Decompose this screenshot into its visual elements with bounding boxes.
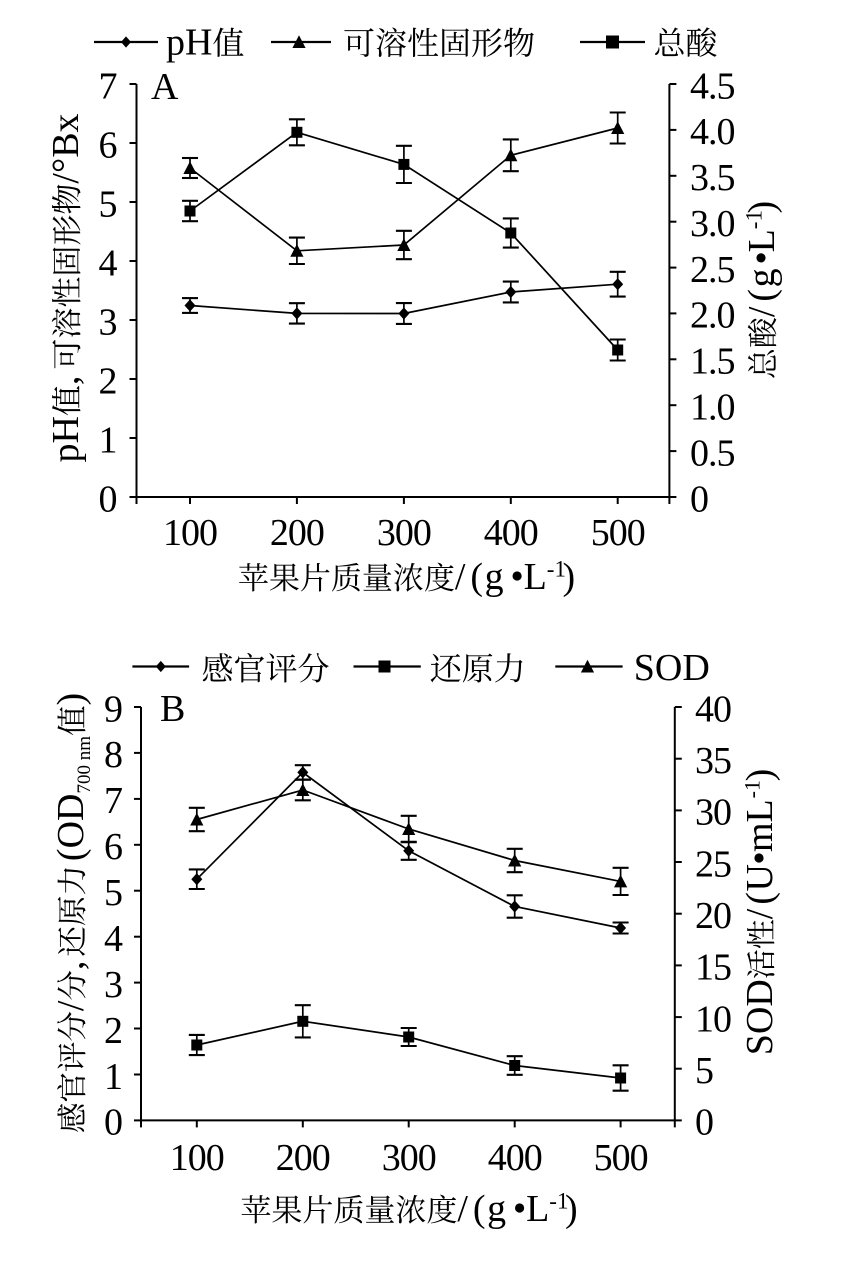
svg-text:-1: -1	[549, 1189, 568, 1214]
svg-text:5: 5	[695, 1050, 713, 1092]
svg-text:g: g	[487, 1188, 506, 1230]
svg-text:3: 3	[104, 964, 122, 1006]
svg-text:2: 2	[99, 360, 117, 402]
svg-text:4.0: 4.0	[690, 111, 735, 153]
svg-text:,: ,	[50, 961, 92, 971]
svg-text:mL: mL	[739, 799, 781, 852]
svg-text:L: L	[741, 229, 783, 252]
svg-text:): )	[565, 1188, 578, 1230]
svg-text:30: 30	[695, 792, 731, 834]
svg-text:500: 500	[594, 1137, 648, 1179]
svg-text:°Bx: °Bx	[45, 113, 87, 173]
svg-text:9: 9	[104, 688, 122, 730]
svg-text:300: 300	[377, 512, 431, 554]
svg-text:7: 7	[99, 65, 117, 107]
svg-text:200: 200	[276, 1137, 330, 1179]
svg-text:100: 100	[170, 1137, 224, 1179]
svg-text:-1: -1	[740, 780, 765, 798]
svg-text:(: (	[741, 289, 783, 302]
svg-text:SOD: SOD	[634, 647, 710, 689]
svg-text:L: L	[524, 556, 547, 598]
svg-text:20: 20	[695, 895, 731, 937]
svg-text:/: /	[45, 173, 87, 184]
svg-text:/: /	[455, 556, 466, 598]
svg-text:100: 100	[163, 512, 217, 554]
svg-text:7: 7	[104, 780, 122, 822]
svg-text:/: /	[457, 1188, 468, 1230]
svg-text:3.5: 3.5	[690, 157, 735, 199]
svg-text:2: 2	[104, 1010, 122, 1052]
svg-text:A: A	[151, 66, 179, 108]
svg-text:10: 10	[695, 998, 731, 1040]
svg-text:2.0: 2.0	[690, 295, 735, 337]
svg-text:B: B	[160, 688, 185, 730]
svg-text:500: 500	[591, 512, 645, 554]
svg-text:/: /	[739, 908, 781, 919]
svg-text:400: 400	[488, 1137, 542, 1179]
svg-text:/: /	[741, 306, 783, 317]
svg-text:25: 25	[695, 843, 731, 885]
svg-text:40: 40	[695, 688, 731, 730]
svg-text:1: 1	[104, 1056, 122, 1098]
svg-text:700 nm: 700 nm	[74, 736, 95, 794]
svg-text:5: 5	[99, 183, 117, 225]
svg-text:400: 400	[484, 512, 538, 554]
svg-text:0: 0	[695, 1102, 713, 1144]
svg-text:6: 6	[104, 826, 122, 868]
svg-text:3: 3	[99, 301, 117, 343]
svg-text:pH: pH	[45, 416, 87, 462]
svg-text:(: (	[470, 556, 483, 598]
svg-text:/: /	[50, 1000, 92, 1011]
svg-text:1.0: 1.0	[690, 387, 735, 429]
svg-text:0: 0	[104, 1102, 122, 1144]
svg-text:U: U	[739, 864, 781, 891]
svg-text:15: 15	[695, 947, 731, 989]
svg-text:-1: -1	[742, 210, 767, 229]
svg-text:): )	[741, 201, 783, 214]
svg-text:): )	[563, 556, 576, 598]
svg-text:L: L	[526, 1188, 549, 1230]
svg-text:4.5: 4.5	[690, 65, 735, 107]
svg-text:300: 300	[382, 1137, 436, 1179]
svg-text:,: ,	[45, 376, 87, 386]
svg-text:g: g	[485, 556, 504, 598]
svg-text:6: 6	[99, 124, 117, 166]
svg-text:): )	[50, 693, 92, 706]
svg-text:OD: OD	[50, 794, 92, 849]
svg-text:): )	[739, 769, 781, 782]
svg-text:8: 8	[104, 734, 122, 776]
svg-text:0: 0	[99, 478, 117, 520]
svg-text:200: 200	[270, 512, 324, 554]
svg-text:SOD: SOD	[739, 979, 781, 1055]
svg-text:3.0: 3.0	[690, 203, 735, 245]
svg-text:5: 5	[104, 872, 122, 914]
svg-text:1.5: 1.5	[690, 341, 735, 383]
svg-text:4: 4	[104, 918, 123, 960]
svg-text:2.5: 2.5	[690, 249, 735, 291]
svg-text:35: 35	[695, 740, 731, 782]
svg-text:(: (	[473, 1188, 486, 1230]
svg-text:4: 4	[99, 242, 118, 284]
svg-text:-1: -1	[547, 557, 566, 582]
svg-text:0: 0	[690, 478, 708, 520]
svg-text:(: (	[739, 892, 781, 905]
svg-text:pH: pH	[166, 22, 212, 64]
svg-text:0.5: 0.5	[690, 432, 735, 474]
svg-text:g: g	[741, 268, 783, 287]
svg-text:1: 1	[99, 419, 117, 461]
svg-text:(: (	[50, 848, 92, 861]
